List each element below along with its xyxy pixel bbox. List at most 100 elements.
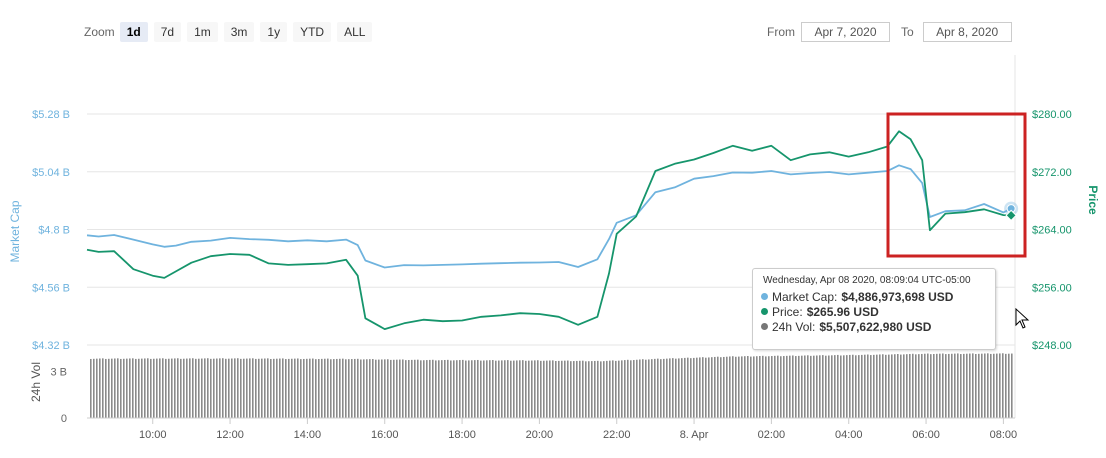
right-axis-tick-label: $280.00 [1032,109,1072,121]
volume-bar [351,359,353,418]
volume-bar [510,360,512,418]
volume-bar [174,358,176,418]
to-date-input[interactable] [922,22,1012,42]
volume-bar [513,360,515,418]
volume-bar [672,358,674,418]
volume-bar [837,354,839,418]
volume-bar [483,360,485,418]
volume-bar [126,358,128,418]
volume-bar [438,360,440,418]
volume-bar [963,353,965,418]
volume-bar [801,355,803,418]
volume-bar [123,358,125,418]
volume-bar [429,359,431,418]
volume-bar [441,360,443,418]
zoom-all-button[interactable]: ALL [337,22,373,42]
volume-bar [225,358,227,418]
volume-bar [321,358,323,418]
volume-bar [141,358,143,418]
tooltip-label: Market Cap: [772,289,838,304]
volume-bar [552,360,554,418]
volume-bar [843,355,845,418]
volume-bar [588,361,590,418]
volume-bar [933,353,935,418]
volume-bar [621,360,623,418]
volume-bar [591,361,593,418]
volume-bar [495,360,497,418]
volume-bar [852,354,854,418]
volume-bar [786,355,788,418]
volume-bar [882,354,884,418]
volume-bar [999,353,1001,418]
volume-bar [291,358,293,418]
price-marker [1005,209,1017,222]
volume-bar [642,359,644,418]
volume-bar [519,360,521,418]
zoom-7d-button[interactable]: 7d [153,22,182,42]
volume-bar [927,353,929,418]
volume-bar [960,354,962,418]
volume-bar [516,360,518,418]
volume-bar [537,360,539,418]
volume-bar [525,360,527,418]
volume-bar [102,358,104,418]
volume-dot-icon [761,323,768,330]
volume-bar [1002,353,1004,418]
volume-bar [450,360,452,418]
x-axis-tick-label: 20:00 [526,429,554,441]
volume-bar [570,361,572,418]
volume-bars [90,353,1013,418]
volume-bar [831,355,833,418]
volume-bar [756,356,758,418]
volume-bar [1005,353,1007,418]
tooltip-row-market-cap: Market Cap: $4,886,973,698 USD [761,289,987,304]
volume-bar [825,355,827,418]
volume-bar [453,360,455,418]
volume-bar [420,360,422,418]
volume-bar [657,358,659,418]
volume-bar [249,358,251,418]
tooltip-value: $265.96 USD [806,304,879,319]
left-axis-tick-label: $5.04 B [32,167,70,179]
volume-bar [99,358,101,418]
volume-bar [636,359,638,418]
volume-bar [618,360,620,418]
zoom-1d-button[interactable]: 1d [119,22,148,42]
volume-bar [861,354,863,418]
volume-bar [414,359,416,418]
volume-bar [912,353,914,418]
volume-bar [924,353,926,418]
zoom-1y-button[interactable]: 1y [260,22,288,42]
volume-bar [873,354,875,418]
volume-bar [345,359,347,418]
volume-bar [576,360,578,418]
tooltip-row-price: Price: $265.96 USD [761,304,987,319]
volume-bar [228,358,230,418]
volume-bar [300,359,302,418]
from-date-input[interactable] [801,22,890,42]
volume-bar [708,357,710,418]
volume-bar [210,358,212,418]
x-axis-tick-label: 10:00 [139,429,167,441]
volume-bar [207,358,209,418]
right-axis-tick-label: $248.00 [1032,340,1072,352]
volume-bar [294,358,296,418]
volume-bar [1008,353,1010,418]
zoom-ytd-button[interactable]: YTD [293,22,332,42]
x-axis-tick-label: 8. Apr [680,429,709,441]
volume-bar [330,359,332,418]
volume-bar [804,355,806,418]
volume-bar [402,359,404,418]
volume-bar [360,359,362,418]
volume-bar [948,353,950,418]
volume-bar [375,359,377,418]
zoom-3m-button[interactable]: 3m [223,22,255,42]
volume-bar [354,358,356,418]
volume-bar [945,354,947,418]
volume-bar [660,359,662,418]
volume-bar [435,360,437,418]
x-axis-tick-label: 06:00 [912,429,940,441]
zoom-1m-button[interactable]: 1m [187,22,218,42]
volume-bar [252,358,254,418]
volume-bar [729,356,731,418]
